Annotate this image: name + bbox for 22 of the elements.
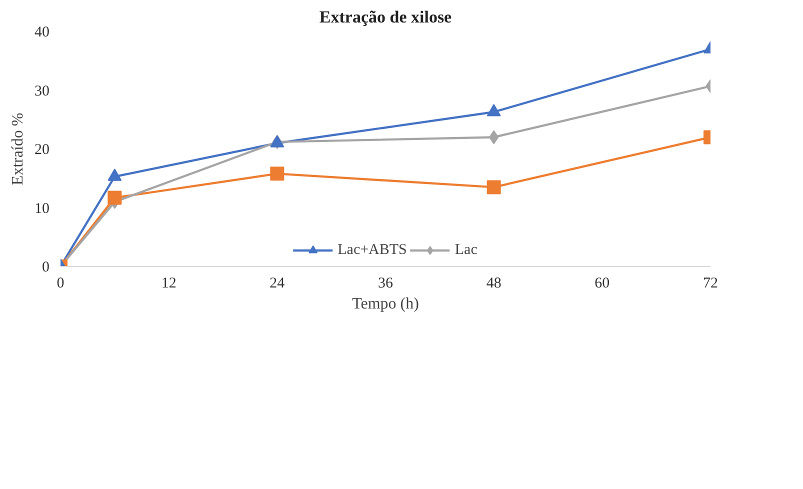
x-tick-label: 0 bbox=[56, 276, 64, 292]
y-tick-label: 40 bbox=[34, 24, 50, 40]
y-tick-label: 30 bbox=[34, 83, 50, 100]
y-tick-label: 0 bbox=[42, 260, 50, 276]
point bbox=[270, 135, 284, 148]
y-tick-label: 10 bbox=[34, 200, 50, 217]
point bbox=[486, 180, 501, 194]
legend-label: Lac bbox=[454, 242, 478, 258]
x-axis-title: Tempo (h) bbox=[352, 296, 419, 312]
x-tick-label: 72 bbox=[703, 276, 718, 292]
y-tick-label: 20 bbox=[34, 142, 50, 158]
chart-title: Extração de xilose bbox=[319, 8, 452, 26]
x-tick-label: 24 bbox=[270, 276, 286, 292]
point bbox=[108, 168, 122, 181]
point bbox=[108, 190, 122, 205]
legend-label: Lac+ABTS bbox=[338, 242, 407, 258]
x-tick-label: 60 bbox=[594, 276, 610, 292]
x-tick-label: 48 bbox=[486, 276, 502, 292]
x-tick-label: 12 bbox=[161, 276, 176, 292]
point bbox=[270, 166, 284, 181]
y-axis-title: Extraído % bbox=[10, 112, 26, 186]
x-tick-label: 36 bbox=[378, 276, 394, 292]
